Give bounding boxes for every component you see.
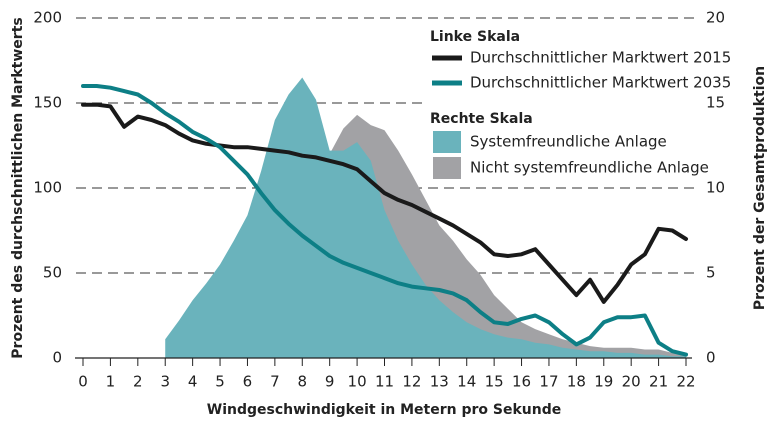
y-tick-label: 200 [33, 9, 62, 27]
x-tick-label: 1 [106, 373, 116, 391]
x-tick-label: 7 [270, 373, 280, 391]
x-tick-label: 15 [485, 373, 504, 391]
x-tick-label: 19 [594, 373, 613, 391]
y-tick-label: 150 [33, 94, 62, 112]
x-tick-label: 6 [243, 373, 253, 391]
x-tick-label: 0 [78, 373, 88, 391]
x-tick-label: 14 [457, 373, 476, 391]
y-tick-label: 0 [52, 349, 62, 367]
x-tick-label: 5 [215, 373, 225, 391]
y2-tick-label: 20 [706, 9, 725, 27]
legend-label: Durchschnittlicher Marktwert 2035 [470, 74, 731, 92]
y-tick-label: 50 [43, 264, 62, 282]
y-axis-label: Prozent des durchschnittlichen Marktwert… [10, 17, 26, 358]
y-tick-label: 100 [33, 179, 62, 197]
x-tick-label: 20 [622, 373, 641, 391]
legend-title: Rechte Skala [430, 111, 533, 127]
x-tick-label: 3 [160, 373, 170, 391]
x-tick-label: 21 [649, 373, 668, 391]
y2-tick-label: 15 [706, 94, 725, 112]
x-tick-label: 12 [402, 373, 421, 391]
legend-label: Nicht systemfreundliche Anlage [470, 159, 709, 177]
y2-tick-label: 10 [706, 179, 725, 197]
legend-swatch [433, 157, 461, 179]
x-tick-label: 4 [188, 373, 198, 391]
line [81, 84, 688, 357]
x-tick-label: 10 [348, 373, 367, 391]
y2-tick-label: 5 [706, 264, 716, 282]
legend-label: Systemfreundliche Anlage [470, 133, 667, 151]
line [81, 102, 688, 304]
x-tick-label: 22 [676, 373, 695, 391]
x-tick-label: 11 [375, 373, 394, 391]
y2-tick-label: 0 [706, 349, 716, 367]
legend-box [424, 26, 702, 186]
x-tick-label: 13 [430, 373, 449, 391]
legend-title: Linke Skala [430, 29, 520, 45]
legend-label: Durchschnittlicher Marktwert 2015 [470, 49, 731, 67]
legend-swatch [433, 131, 461, 153]
x-tick-label: 18 [567, 373, 586, 391]
x-tick-label: 17 [539, 373, 558, 391]
x-axis-label: Windgeschwindigkeit in Metern pro Sekund… [207, 402, 561, 418]
x-tick-label: 8 [297, 373, 307, 391]
y2-axis-label: Prozent der Gesamtproduktion [752, 66, 768, 310]
area [165, 77, 686, 358]
x-tick-label: 2 [133, 373, 143, 391]
x-tick-label: 9 [325, 373, 335, 391]
x-tick-label: 16 [512, 373, 531, 391]
